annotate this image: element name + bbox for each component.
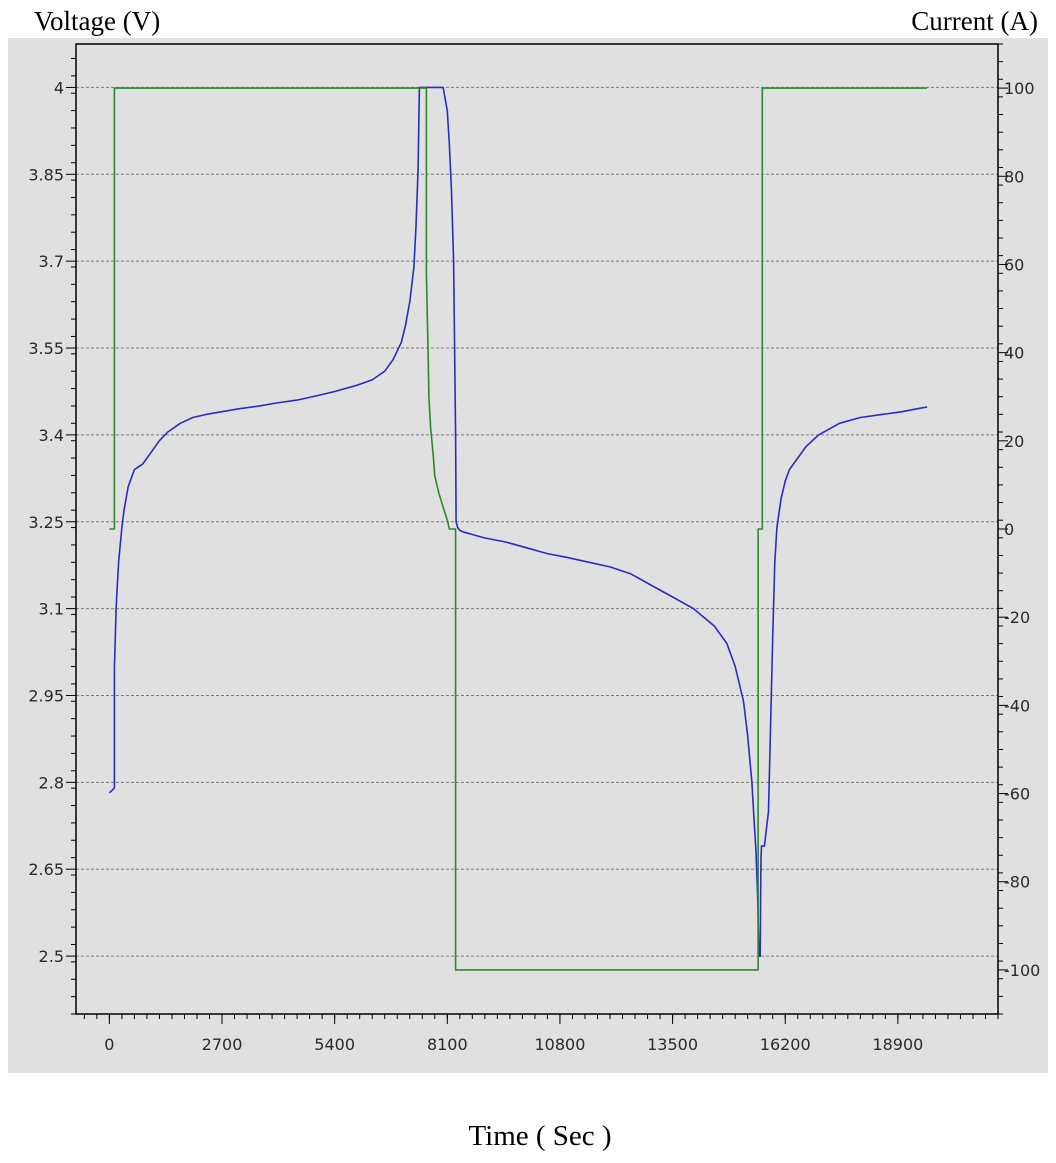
y-right-tick-label: 80 <box>1004 167 1024 186</box>
y-left-tick-label: 3.4 <box>39 426 64 445</box>
y-left-tick-label: 3.1 <box>39 600 64 619</box>
x-tick-label: 2700 <box>202 1035 243 1054</box>
y-left-tick-label: 2.95 <box>28 686 64 705</box>
y-left-tick-label: 2.65 <box>28 860 64 879</box>
y-right-tick-label: 100 <box>1004 79 1035 98</box>
y-right-tick-label: -20 <box>1004 608 1030 627</box>
x-axis-title: Time ( Sec ) <box>468 1120 612 1152</box>
y-right-tick-label: -80 <box>1004 873 1030 892</box>
x-tick-label: 16200 <box>760 1035 811 1054</box>
y-right-tick-label: -100 <box>1004 961 1040 980</box>
y-left-tick-label: 3.25 <box>28 513 64 532</box>
y-left-tick-label: 2.8 <box>39 773 64 792</box>
y-right-tick-label: -60 <box>1004 785 1030 804</box>
y-left-tick-label: 3.7 <box>39 252 64 271</box>
y-left-tick-label: 3.85 <box>28 165 64 184</box>
y-right-tick-label: 40 <box>1004 344 1024 363</box>
x-tick-label: 5400 <box>314 1035 355 1054</box>
x-tick-label: 13500 <box>647 1035 698 1054</box>
x-tick-label: 10800 <box>534 1035 585 1054</box>
y-right-tick-label: 60 <box>1004 255 1024 274</box>
left-axis-title: Voltage (V) <box>34 6 161 36</box>
x-tick-label: 8100 <box>427 1035 468 1054</box>
y-right-tick-label: 0 <box>1004 520 1014 539</box>
y-left-tick-label: 3.55 <box>28 339 64 358</box>
plot-frame <box>75 43 999 1015</box>
current-series-line <box>109 87 928 971</box>
voltage-series-line <box>108 86 928 957</box>
y-left-tick-label: 4 <box>54 78 64 97</box>
x-tick-label: 18900 <box>872 1035 923 1054</box>
plot-area <box>76 44 998 1014</box>
y-right-tick-label: -40 <box>1004 696 1030 715</box>
y-left-tick-label: 2.5 <box>39 947 64 966</box>
x-tick-label: 0 <box>104 1035 114 1054</box>
y-right-tick-label: 20 <box>1004 432 1024 451</box>
right-axis-title: Current (A) <box>911 6 1038 36</box>
